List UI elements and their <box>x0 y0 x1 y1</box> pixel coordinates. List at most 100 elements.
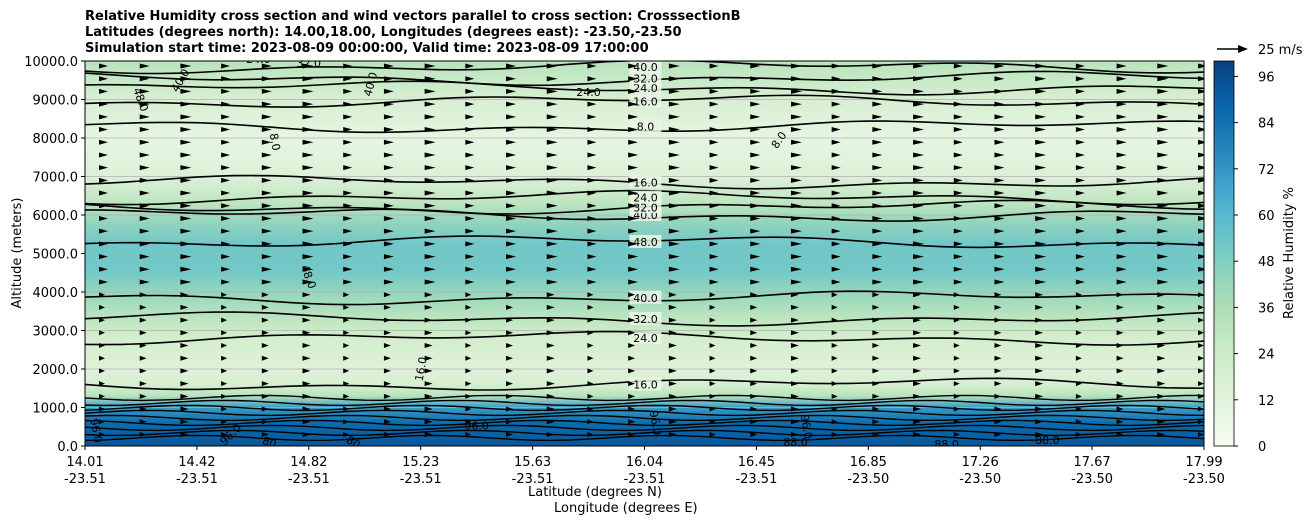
wind-vector <box>872 241 883 247</box>
wind-vector <box>383 190 394 196</box>
wind-vector <box>790 368 799 374</box>
wind-vector <box>587 177 597 183</box>
wind-vector <box>1157 419 1166 425</box>
wind-vector <box>790 101 802 107</box>
wind-vector <box>750 139 761 145</box>
wind-vector <box>343 343 350 349</box>
wind-vector <box>913 279 925 285</box>
wind-vector <box>750 215 761 221</box>
wind-vector <box>139 152 150 158</box>
wind-vector <box>831 317 838 323</box>
wind-vector <box>1075 279 1085 285</box>
wind-vector <box>587 127 597 133</box>
wind-vector <box>1157 101 1169 107</box>
wind-vector <box>587 76 597 82</box>
wind-vector <box>994 228 1005 234</box>
wind-vector <box>424 266 436 272</box>
wind-vector <box>1075 114 1085 120</box>
wind-vector <box>587 101 597 107</box>
wind-vector <box>587 152 597 158</box>
wind-vector <box>628 165 639 171</box>
wind-vector <box>709 279 719 285</box>
wind-vector <box>261 63 272 69</box>
wind-vector <box>99 279 108 285</box>
wind-vector <box>750 190 761 196</box>
x-tick-label-lon: -23.51 <box>512 472 554 487</box>
wind-vector <box>1116 101 1127 107</box>
wind-vector <box>1198 381 1204 387</box>
wind-vector <box>1035 228 1047 234</box>
wind-vector <box>872 228 883 234</box>
wind-vector <box>1035 63 1047 69</box>
wind-vector <box>180 114 192 120</box>
wind-vector <box>1075 254 1085 260</box>
wind-vector <box>546 381 555 387</box>
wind-vector <box>1157 368 1166 374</box>
wind-vector <box>913 139 925 145</box>
wind-vector <box>913 304 922 310</box>
colorbar: 0 12 24 36 48 60 72 84 96 Relative Humidity % <box>1213 60 1297 455</box>
wind-vector <box>831 101 841 107</box>
wind-vector <box>628 228 639 234</box>
contour-label: 88.0 <box>1035 434 1060 447</box>
wind-vector <box>180 381 189 387</box>
contour-label: 56.0 <box>1240 233 1257 259</box>
x-tick-label-lon: -23.50 <box>1183 472 1225 487</box>
x-tick-label-lon: -23.51 <box>400 472 442 487</box>
wind-vector <box>668 406 677 412</box>
wind-vector <box>424 419 433 425</box>
wind-vector <box>913 215 925 221</box>
x-tick-label-lon: -23.51 <box>64 472 106 487</box>
wind-vector <box>831 76 841 82</box>
wind-vector <box>628 393 636 399</box>
wind-vector <box>994 241 1005 247</box>
wind-vector <box>790 88 802 94</box>
wind-vector <box>383 393 391 399</box>
wind-vector <box>99 228 108 234</box>
wind-vector <box>1035 317 1044 323</box>
y-tick-label: 6000.0 <box>33 209 79 224</box>
wind-vector <box>790 419 799 425</box>
wind-vector <box>668 343 677 349</box>
wind-vector <box>913 152 925 158</box>
x-axis-title-lat: Latitude (degrees N) <box>528 485 662 500</box>
wind-vector <box>180 152 192 158</box>
wind-vector <box>343 127 353 133</box>
contour-label-bg <box>629 71 662 85</box>
wind-vector <box>913 88 925 94</box>
wind-vector <box>1075 266 1085 272</box>
contour-label: 88.0 <box>783 436 808 449</box>
vector-key: 25 m/s <box>1217 43 1303 58</box>
wind-vector <box>139 343 147 349</box>
wind-vector <box>1157 355 1166 361</box>
wind-vectors <box>99 63 1204 437</box>
wind-vector <box>180 279 192 285</box>
wind-vector <box>587 419 594 425</box>
wind-vector <box>831 279 841 285</box>
wind-vector <box>790 355 799 361</box>
wind-vector <box>424 114 436 120</box>
wind-vector <box>343 355 350 361</box>
wind-vector <box>913 368 922 374</box>
wind-vector <box>343 88 353 94</box>
wind-vector <box>343 431 350 437</box>
wind-vector <box>1035 304 1044 310</box>
wind-vector <box>1198 177 1204 183</box>
y-tick-label: 2000.0 <box>33 363 79 378</box>
contour-label-bg <box>629 119 662 133</box>
colorbar-title: Relative Humidity % <box>1282 187 1297 319</box>
wind-vector <box>872 63 883 69</box>
wind-vector <box>628 215 639 221</box>
wind-vector <box>221 88 231 94</box>
wind-vector <box>465 76 475 82</box>
wind-vector <box>1035 393 1044 399</box>
wind-vector <box>790 203 802 209</box>
wind-vector <box>99 393 105 399</box>
wind-vector <box>790 304 799 310</box>
wind-vector <box>953 279 963 285</box>
wind-vector <box>1198 203 1204 209</box>
wind-vector <box>139 88 150 94</box>
wind-vector <box>913 266 925 272</box>
wind-vector <box>221 228 231 234</box>
wind-vector <box>1157 114 1169 120</box>
